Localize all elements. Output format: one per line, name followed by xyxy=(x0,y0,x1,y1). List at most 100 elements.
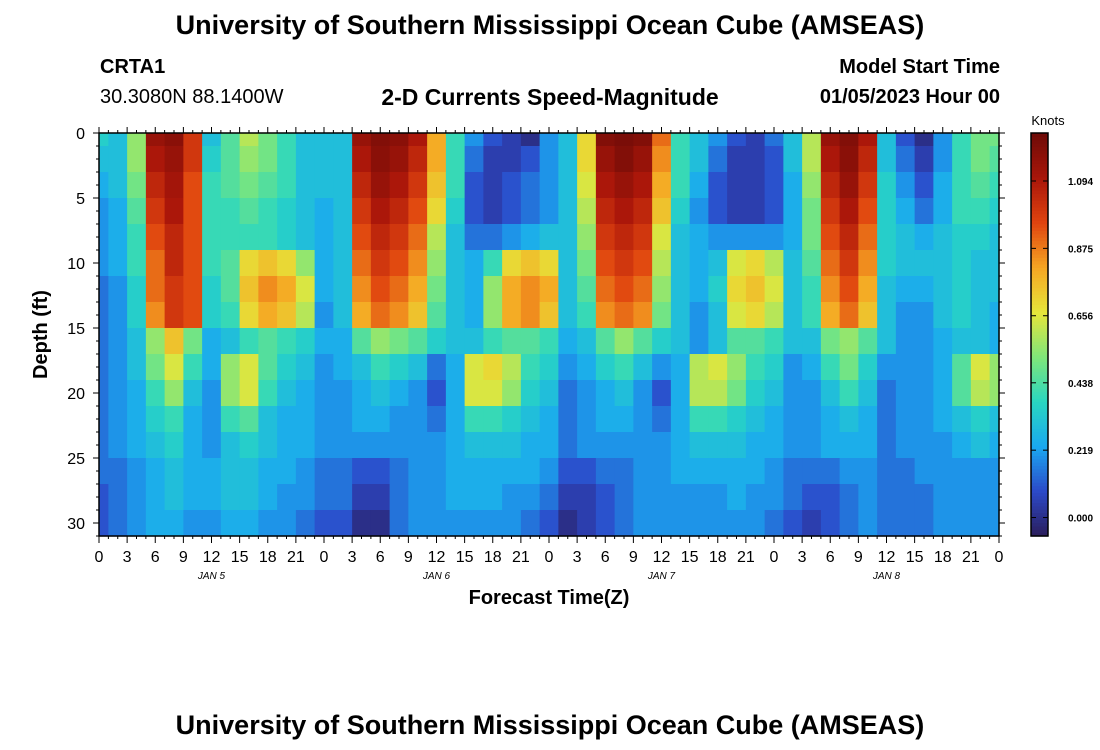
heat-cell xyxy=(108,172,128,199)
heat-cell xyxy=(427,133,447,147)
heat-cell xyxy=(633,510,653,537)
heat-cell xyxy=(727,380,747,407)
colorbar-segment xyxy=(1031,478,1048,483)
heat-cell xyxy=(445,250,466,277)
heat-cell xyxy=(577,198,597,225)
heat-cell xyxy=(914,510,934,537)
colorbar-segment xyxy=(1031,445,1048,450)
heat-cell xyxy=(877,133,897,147)
heat-cell xyxy=(783,276,803,303)
heat-cell xyxy=(408,302,428,329)
heat-cell xyxy=(689,328,709,355)
heat-cell xyxy=(802,224,822,251)
heat-cell xyxy=(239,510,259,537)
heat-cell xyxy=(352,172,372,199)
x-tick-label: 6 xyxy=(601,549,610,566)
y-tick-label: 0 xyxy=(76,126,85,143)
heat-cell xyxy=(802,380,822,407)
heat-cell xyxy=(277,133,297,147)
heat-cell xyxy=(202,172,222,199)
heat-cell xyxy=(239,276,259,303)
heat-cell xyxy=(202,276,222,303)
heat-cell xyxy=(595,224,616,251)
heat-cell xyxy=(370,354,391,381)
heat-cell xyxy=(145,458,166,485)
colorbar-segment xyxy=(1031,502,1048,507)
heat-cell xyxy=(689,133,709,147)
heat-cell xyxy=(258,380,278,407)
heat-cell xyxy=(483,510,503,537)
colorbar-segment xyxy=(1031,304,1048,309)
heat-cell xyxy=(839,328,859,355)
heat-cell xyxy=(99,276,109,303)
heat-cell xyxy=(614,432,634,459)
heat-cell xyxy=(483,484,503,511)
colorbar-segment xyxy=(1031,337,1048,342)
heat-cell xyxy=(539,380,559,407)
colorbar-segment xyxy=(1031,371,1048,376)
heat-cell xyxy=(164,484,184,511)
heat-cell xyxy=(595,302,616,329)
heat-cell xyxy=(745,328,766,355)
heat-cell xyxy=(633,484,653,511)
heat-cell xyxy=(389,276,409,303)
heat-cell xyxy=(408,484,428,511)
colorbar-segment xyxy=(1031,374,1048,379)
colorbar-segment xyxy=(1031,495,1048,500)
heat-cell xyxy=(839,224,859,251)
heat-cell xyxy=(352,198,372,225)
heat-cell xyxy=(858,224,878,251)
colorbar-segment xyxy=(1031,153,1048,158)
heat-cell xyxy=(202,133,222,147)
x-tick-label: 15 xyxy=(906,549,924,566)
heat-cell xyxy=(877,224,897,251)
colorbar-segment xyxy=(1031,200,1048,205)
x-tick-label: 18 xyxy=(259,549,277,566)
heat-cell xyxy=(220,406,241,433)
heat-cell xyxy=(670,198,691,225)
heat-cell xyxy=(427,406,447,433)
heat-cell xyxy=(764,172,784,199)
heat-cell xyxy=(127,406,147,433)
heat-cell xyxy=(333,406,353,433)
heat-cell xyxy=(802,302,822,329)
heat-cell xyxy=(877,328,897,355)
heat-cell xyxy=(989,198,1000,225)
heat-cell xyxy=(820,510,841,537)
heat-cell xyxy=(145,198,166,225)
heat-cell xyxy=(558,406,578,433)
colorbar-segment xyxy=(1031,156,1048,161)
heat-cell xyxy=(464,302,484,329)
heat-cell xyxy=(239,146,259,173)
heat-cell xyxy=(108,133,128,147)
heat-cell xyxy=(858,354,878,381)
heat-cell xyxy=(202,484,222,511)
heat-cell xyxy=(652,198,672,225)
heat-cell xyxy=(145,328,166,355)
heat-cell xyxy=(783,406,803,433)
heat-cell xyxy=(220,250,241,277)
colorbar-segment xyxy=(1031,441,1048,446)
heat-cell xyxy=(99,250,109,277)
heat-cell xyxy=(277,458,297,485)
heat-cell xyxy=(933,276,953,303)
heat-cell xyxy=(633,250,653,277)
heat-cell xyxy=(164,328,184,355)
heat-cell xyxy=(558,133,578,147)
heat-cell xyxy=(989,406,1000,433)
colorbar-segment xyxy=(1031,509,1048,514)
heat-cell xyxy=(333,172,353,199)
colorbar-segment xyxy=(1031,482,1048,487)
heat-cell xyxy=(614,406,634,433)
heat-cell xyxy=(352,406,372,433)
colorbar-segment xyxy=(1031,180,1048,184)
heat-cell xyxy=(99,172,109,199)
heat-cell xyxy=(483,146,503,173)
heat-cell xyxy=(295,224,316,251)
colorbar-frame xyxy=(1030,132,1049,537)
heat-cell xyxy=(689,146,709,173)
model-start-label: Model Start Time xyxy=(839,56,1000,78)
heat-cell xyxy=(745,354,766,381)
heat-cell xyxy=(914,458,934,485)
heat-cell xyxy=(295,458,316,485)
